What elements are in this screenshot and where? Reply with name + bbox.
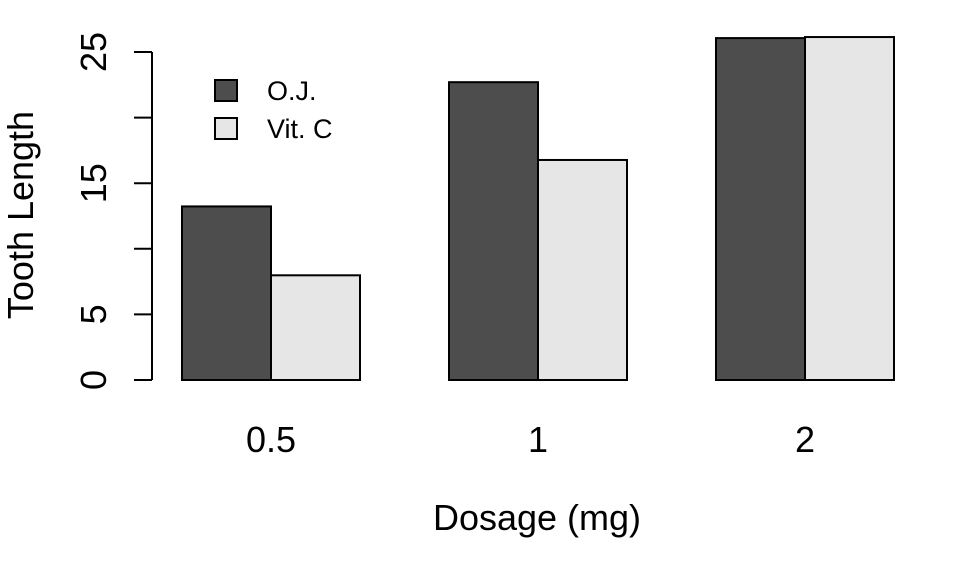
legend-swatch xyxy=(214,117,238,140)
bars-group xyxy=(181,36,895,382)
x-tick-label: 2 xyxy=(795,419,815,460)
legend: O.J. Vit. C xyxy=(214,76,333,144)
x-tick-label: 1 xyxy=(528,419,548,460)
bar-vit-c-1 xyxy=(537,158,628,381)
y-tick-label: 25 xyxy=(73,32,114,72)
x-axis-title: Dosage (mg) xyxy=(433,497,641,538)
y-axis: 0 5 15 25 xyxy=(73,32,153,390)
bar-vit-c-0-5 xyxy=(270,274,361,381)
bar-vit-c-2 xyxy=(804,36,895,381)
y-tick-label: 0 xyxy=(73,370,114,390)
y-tick-label: 15 xyxy=(73,163,114,203)
legend-swatch xyxy=(214,79,238,102)
legend-label: O.J. xyxy=(267,76,317,106)
x-tick-label: 0.5 xyxy=(246,419,296,460)
y-tick-label: 5 xyxy=(73,304,114,324)
bar-o-j-0-5 xyxy=(181,205,272,381)
y-axis-title: Tooth Length xyxy=(0,111,41,319)
bar-o-j-2 xyxy=(715,37,806,381)
x-axis: 0.5 1 2 xyxy=(246,419,815,460)
bar-o-j-1 xyxy=(448,81,539,382)
legend-label: Vit. C xyxy=(267,114,333,144)
